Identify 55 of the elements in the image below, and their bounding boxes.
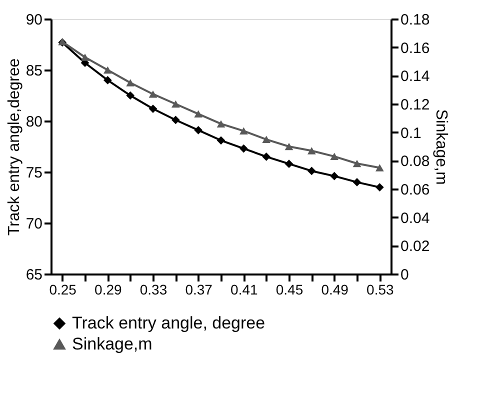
point	[307, 166, 316, 176]
y2-tick-label: 0.08	[400, 153, 430, 170]
y-tick-label: 65	[26, 266, 42, 284]
y2-tick-label: 0.18	[400, 12, 430, 28]
point	[148, 90, 158, 98]
y2-tick-label: 0.04	[400, 210, 430, 227]
y-tick-label: 85	[26, 62, 42, 80]
y-tick-label: 75	[26, 164, 42, 182]
point	[80, 54, 90, 61]
point	[239, 127, 248, 135]
point	[284, 160, 294, 168]
point	[262, 152, 271, 161]
x-tick-label: 0.45	[276, 282, 304, 298]
point	[126, 91, 135, 100]
point	[330, 172, 339, 180]
point	[375, 164, 384, 172]
y2-tick-label: 0.06	[400, 182, 430, 198]
point	[239, 144, 248, 153]
y-tick-label: 70	[26, 216, 42, 232]
x-tick-label: 0.41	[230, 282, 258, 298]
x-tick-label: 0.37	[185, 282, 213, 298]
y2-tick-label: 0.16	[400, 40, 430, 57]
point	[171, 116, 180, 124]
y-axis-title: Track entry angle,degree	[6, 58, 23, 236]
point	[216, 136, 226, 145]
point	[307, 147, 316, 154]
y2-tick-label: 0.14	[400, 68, 430, 86]
x-tick-label: 0.29	[94, 282, 122, 298]
x-tick-label: 0.25	[49, 282, 77, 298]
point	[216, 120, 226, 128]
x-tick-label: 0.53	[366, 282, 394, 298]
point	[330, 152, 339, 160]
y2-tick-label: 0.12	[400, 96, 430, 114]
x-tick-label: 0.49	[321, 282, 349, 298]
point	[262, 136, 271, 144]
y-tick-label: 80	[26, 114, 42, 130]
point	[375, 183, 384, 192]
point	[194, 126, 203, 134]
y2-tick-label: 0	[400, 266, 409, 284]
point	[148, 104, 158, 113]
point	[103, 76, 112, 84]
y-tick-label: 90	[26, 12, 42, 28]
point	[352, 178, 362, 186]
point	[194, 110, 203, 118]
point	[284, 142, 294, 150]
y2-axis-title: Sinkage,m	[432, 109, 450, 185]
point	[352, 160, 362, 168]
y2-tick-label: 0.02	[400, 238, 430, 256]
point	[126, 79, 135, 86]
legend-label: Track entry angle, degree	[72, 314, 266, 332]
x-tick-label: 0.33	[140, 282, 168, 298]
legend-label: Sinkage,m	[72, 334, 152, 354]
point	[171, 100, 180, 108]
point	[103, 66, 112, 74]
y2-tick-label: 0.1	[400, 124, 422, 142]
